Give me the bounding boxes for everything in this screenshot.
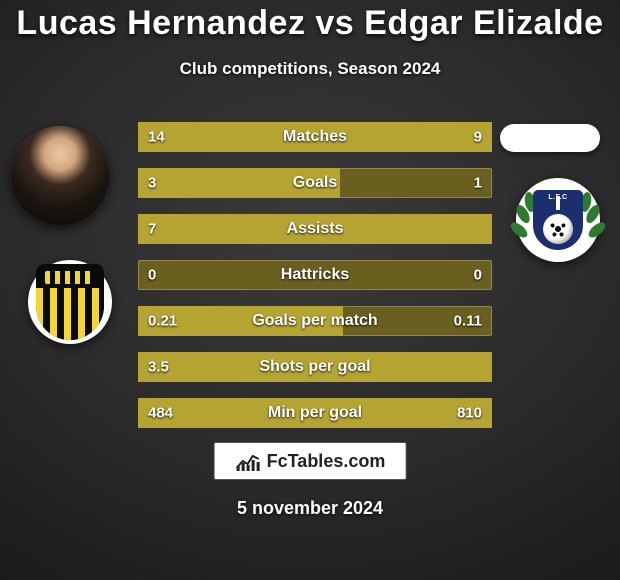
fctables-branding: FcTables.com bbox=[214, 442, 407, 480]
stat-row: Goals 3 1 bbox=[138, 168, 492, 198]
club-crest-left bbox=[28, 260, 112, 344]
stat-label: Shots per goal bbox=[259, 358, 370, 376]
stat-value-left: 0 bbox=[148, 267, 156, 284]
stat-row: Shots per goal 3.5 bbox=[138, 352, 492, 382]
player1-photo bbox=[10, 126, 110, 226]
stat-value-left: 3 bbox=[148, 175, 156, 192]
stat-value-right: 0 bbox=[474, 267, 482, 284]
stat-row: Matches 14 9 bbox=[138, 122, 492, 152]
club-crest-right bbox=[516, 178, 600, 262]
infographic-date: 5 november 2024 bbox=[237, 498, 383, 519]
stat-value-right: 1 bbox=[474, 175, 482, 192]
stat-label: Min per goal bbox=[268, 404, 362, 422]
stat-label: Assists bbox=[287, 220, 344, 238]
page-title: Lucas Hernandez vs Edgar Elizalde bbox=[0, 0, 620, 43]
stat-row: Hattricks 0 0 bbox=[138, 260, 492, 290]
stat-value-left: 7 bbox=[148, 221, 156, 238]
content-root: Lucas Hernandez vs Edgar Elizalde Club c… bbox=[0, 0, 620, 580]
stat-row: Assists 7 bbox=[138, 214, 492, 244]
crest-right-shield-icon bbox=[533, 190, 583, 250]
stat-value-left: 3.5 bbox=[148, 359, 169, 376]
fctables-logo-icon bbox=[235, 450, 261, 472]
stat-value-left: 14 bbox=[148, 129, 165, 146]
stat-value-right: 0.11 bbox=[454, 313, 482, 330]
stat-row: Min per goal 484 810 bbox=[138, 398, 492, 428]
stat-row: Goals per match 0.21 0.11 bbox=[138, 306, 492, 336]
stat-value-right: 810 bbox=[457, 405, 482, 422]
stat-value-left: 0.21 bbox=[148, 313, 177, 330]
page-subtitle: Club competitions, Season 2024 bbox=[0, 59, 620, 79]
crest-left-shield-icon bbox=[36, 264, 104, 340]
player2-photo bbox=[500, 124, 600, 152]
stat-value-right: 9 bbox=[474, 129, 482, 146]
stat-label: Matches bbox=[283, 128, 347, 146]
fctables-text: FcTables.com bbox=[267, 451, 386, 472]
stats-area: Matches 14 9 Goals 3 1 Assists 7 Hattricks 0 0 Goal… bbox=[138, 122, 492, 444]
soccer-ball-icon bbox=[543, 214, 573, 244]
stat-value-left: 484 bbox=[148, 405, 173, 422]
stat-label: Hattricks bbox=[281, 266, 349, 284]
stat-label: Goals per match bbox=[252, 312, 377, 330]
stat-label: Goals bbox=[293, 174, 337, 192]
